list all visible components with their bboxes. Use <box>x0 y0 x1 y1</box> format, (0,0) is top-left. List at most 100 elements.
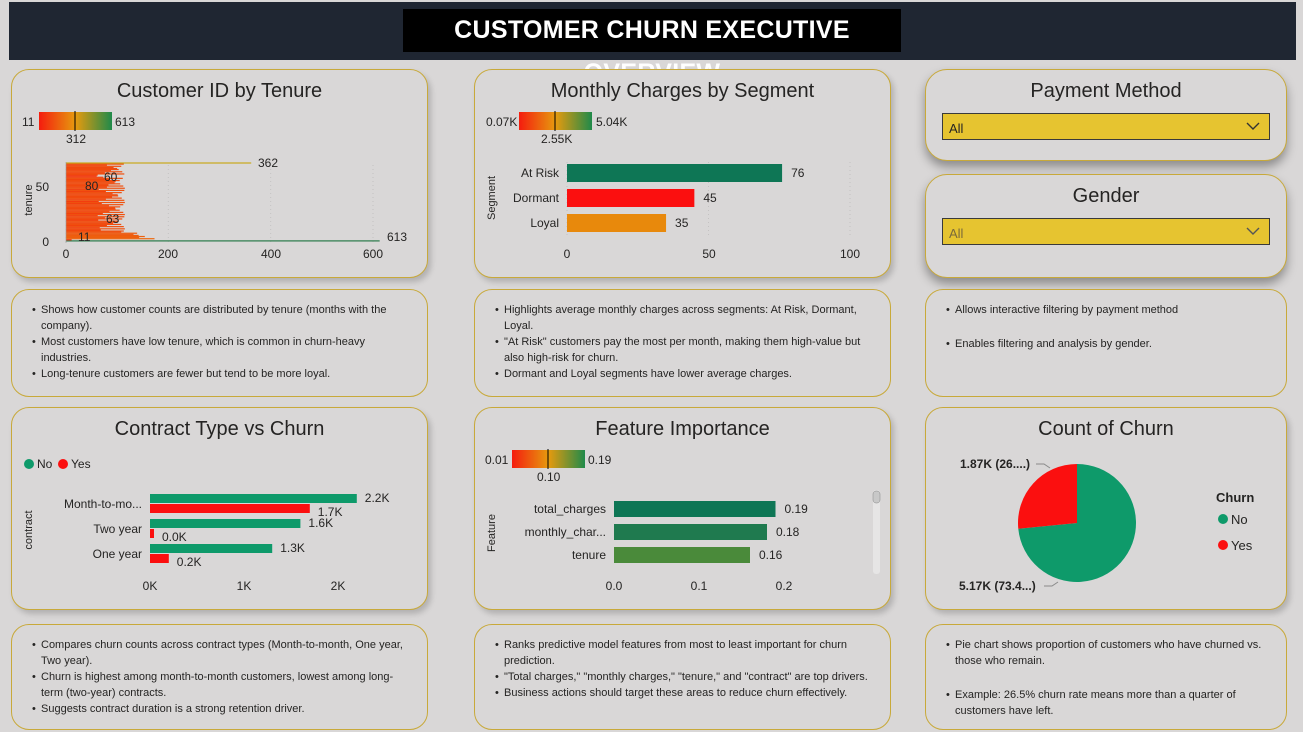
payment-method-title: Payment Method <box>1030 80 1182 102</box>
contract-category-label: Two year <box>93 522 142 536</box>
tenure-bar <box>66 187 125 189</box>
feature-gradient-min: 0.01 <box>485 453 509 467</box>
contract-value-label: 2.2K <box>365 491 390 505</box>
feature-gradient-max: 0.19 <box>588 453 612 467</box>
tenure-bar <box>66 204 124 206</box>
gender-dropdown[interactable]: All <box>942 218 1270 245</box>
contract-value-label: 1.6K <box>308 516 333 530</box>
tenure-chart-card[interactable]: Customer ID by Tenure 11 613 312 tenure … <box>11 69 428 278</box>
contract-category-label: One year <box>93 547 142 561</box>
tenure-bar <box>66 166 114 168</box>
contract-value-label: 1.3K <box>280 541 305 555</box>
tenure-chart: 11 613 312 tenure 50 0 0 200 400 600 362… <box>22 111 407 261</box>
tenure-bar <box>66 211 124 213</box>
tenure-bar <box>66 172 105 174</box>
tenure-bar <box>66 227 100 229</box>
contract-bar-yes <box>150 504 310 513</box>
segment-chart-card[interactable]: Monthly Charges by Segment 0.07K 5.04K 2… <box>474 69 891 278</box>
feature-bar <box>614 547 750 563</box>
chevron-down-icon[interactable] <box>1245 224 1261 238</box>
tenure-data-label: 80 <box>85 179 99 193</box>
legend-yes[interactable]: Yes <box>58 457 91 471</box>
payment-method-slicer[interactable]: Payment Method All <box>925 69 1287 161</box>
tenure-bar <box>66 194 118 196</box>
segment-category-label: Dormant <box>513 191 560 205</box>
feature-y-label: Feature <box>486 514 498 552</box>
tenure-bar <box>66 170 112 172</box>
legend-no[interactable]: No <box>24 457 52 471</box>
tenure-y-tick: 50 <box>36 180 50 194</box>
feature-chart-card[interactable]: Feature Importance 0.01 0.19 0.10 Featur… <box>474 407 891 610</box>
tenure-y-tick: 0 <box>42 235 49 249</box>
feature-bar <box>614 501 776 517</box>
legend-dot-icon <box>1218 514 1228 524</box>
tenure-data-label: 63 <box>106 212 120 226</box>
tenure-bar <box>66 224 107 227</box>
pie-legend-title: Churn <box>1216 490 1254 505</box>
tenure-bar <box>66 179 120 182</box>
note-item: Allows interactive filtering by payment … <box>946 302 1272 318</box>
feature-x-tick: 0.2 <box>776 579 793 593</box>
gender-slicer[interactable]: Gender All <box>925 174 1287 278</box>
contract-value-label: 1.7K <box>318 505 343 519</box>
tenure-gradient-min: 11 <box>22 115 35 129</box>
tenure-bar <box>66 215 98 217</box>
contract-bar-no <box>150 494 357 503</box>
tenure-bar <box>66 221 118 223</box>
pie-slice-yes <box>1018 464 1077 529</box>
feature-value-label: 0.18 <box>776 525 800 539</box>
pie-label-no: 5.17K (73.4...) <box>959 579 1036 593</box>
pie-legend-no[interactable]: No <box>1231 512 1248 527</box>
note-item: Most customers have low tenure, which is… <box>32 334 413 366</box>
legend-dot-icon <box>1218 540 1228 550</box>
tenure-bar <box>66 207 116 209</box>
legend-dot-icon <box>24 459 34 469</box>
tenure-bar <box>66 177 123 179</box>
tenure-bar <box>66 188 99 190</box>
feature-scrollbar-track[interactable] <box>873 490 880 574</box>
note-item: Pie chart shows proportion of customers … <box>946 637 1272 669</box>
pie-legend-yes[interactable]: Yes <box>1231 538 1253 553</box>
tenure-bar <box>66 239 72 241</box>
note-item: "Total charges," "monthly charges," "ten… <box>495 669 876 685</box>
tenure-bar <box>66 238 155 240</box>
tenure-bar <box>66 208 116 210</box>
churn-pie-card[interactable]: Count of Churn 1.87K (26....) 5.17K (73.… <box>925 407 1287 610</box>
tenure-bar <box>66 202 102 205</box>
tenure-x-tick: 400 <box>261 247 281 261</box>
chevron-down-icon[interactable] <box>1245 119 1261 133</box>
tenure-bar <box>66 168 119 171</box>
legend-label: Yes <box>71 457 91 471</box>
payment-method-dropdown[interactable]: All <box>942 113 1270 140</box>
tenure-bar <box>66 210 110 212</box>
feature-scrollbar-thumb[interactable] <box>872 490 881 504</box>
tenure-bar <box>66 200 99 203</box>
churn-notes: Pie chart shows proportion of customers … <box>925 624 1287 730</box>
tenure-bar <box>66 229 101 231</box>
tenure-bar <box>66 233 134 235</box>
note-item: Compares churn counts across contract ty… <box>32 637 413 669</box>
note-item: Shows how customer counts are distribute… <box>32 302 413 334</box>
tenure-bar <box>66 183 121 185</box>
feature-gradient-mid: 0.10 <box>537 470 561 484</box>
tenure-bar <box>66 176 104 178</box>
tenure-gradient-max: 613 <box>115 115 135 129</box>
contract-bar-no <box>150 519 301 528</box>
tenure-bar <box>66 181 116 183</box>
tenure-bar <box>66 162 252 164</box>
tenure-bar <box>66 237 140 239</box>
tenure-bar <box>66 226 124 228</box>
tenure-notes: Shows how customer counts are distribute… <box>11 289 428 397</box>
contract-chart-card[interactable]: Contract Type vs Churn No Yes contract M… <box>11 407 428 610</box>
legend-label: No <box>37 457 53 471</box>
gender-title: Gender <box>1072 185 1140 207</box>
segment-category-label: Loyal <box>530 216 559 230</box>
churn-pie-title: Count of Churn <box>1038 418 1174 440</box>
note-item: Long-tenure customers are fewer but tend… <box>32 366 413 382</box>
feature-value-label: 0.19 <box>785 502 809 516</box>
tenure-bar <box>66 192 122 194</box>
tenure-bar <box>66 173 125 175</box>
segment-value-label: 45 <box>703 191 717 205</box>
tenure-bar <box>66 199 125 201</box>
segment-value-label: 76 <box>791 166 805 180</box>
